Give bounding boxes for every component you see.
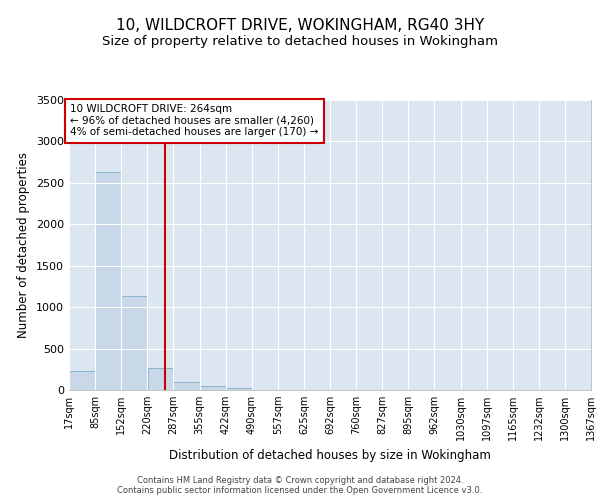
Text: 10, WILDCROFT DRIVE, WOKINGHAM, RG40 3HY: 10, WILDCROFT DRIVE, WOKINGHAM, RG40 3HY: [116, 18, 484, 32]
Bar: [148, 368, 173, 390]
X-axis label: Distribution of detached houses by size in Wokingham: Distribution of detached houses by size …: [169, 448, 491, 462]
Bar: [69, 371, 95, 390]
Text: 10 WILDCROFT DRIVE: 264sqm
← 96% of detached houses are smaller (4,260)
4% of se: 10 WILDCROFT DRIVE: 264sqm ← 96% of deta…: [70, 104, 319, 138]
Bar: [121, 296, 148, 390]
Bar: [226, 388, 252, 390]
Bar: [200, 386, 226, 390]
Text: Size of property relative to detached houses in Wokingham: Size of property relative to detached ho…: [102, 35, 498, 48]
Y-axis label: Number of detached properties: Number of detached properties: [17, 152, 31, 338]
Text: Contains HM Land Registry data © Crown copyright and database right 2024.
Contai: Contains HM Land Registry data © Crown c…: [118, 476, 482, 495]
Bar: [173, 382, 200, 390]
Bar: [95, 172, 121, 390]
